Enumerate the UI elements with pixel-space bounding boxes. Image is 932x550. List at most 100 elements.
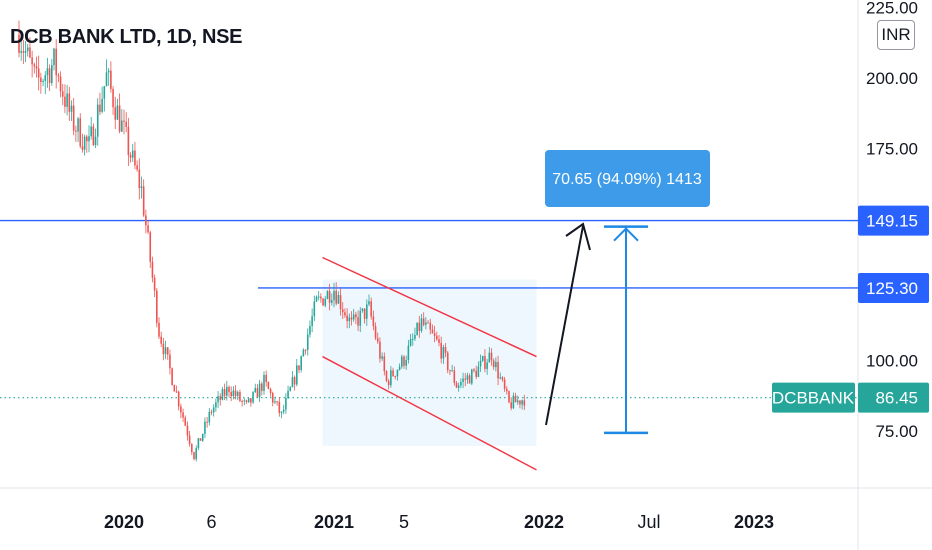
candle-body <box>77 118 79 132</box>
candle-body <box>516 400 519 403</box>
candle-body <box>510 402 512 409</box>
candle <box>289 386 292 392</box>
candle-body <box>396 369 399 377</box>
candle <box>177 390 180 411</box>
candle-body <box>521 400 523 405</box>
candle <box>230 386 232 402</box>
candle-body <box>473 369 475 371</box>
candle-body <box>280 411 283 413</box>
candle-body <box>53 48 55 66</box>
candle <box>335 282 337 306</box>
price-badge-bg <box>858 272 929 303</box>
candle-body <box>247 398 250 403</box>
candle-body <box>490 352 493 361</box>
candle-body <box>88 136 90 142</box>
candle <box>499 372 502 380</box>
candle <box>506 386 508 395</box>
candle-body <box>484 356 486 369</box>
candle <box>300 355 302 373</box>
candle-body <box>425 322 427 325</box>
candle <box>372 310 375 331</box>
candle <box>223 383 226 401</box>
y-tick-label: 225.00 <box>866 0 918 17</box>
candle <box>398 363 401 371</box>
candle-body <box>407 345 410 360</box>
candle <box>422 312 425 327</box>
candle-body <box>230 392 232 397</box>
candle-body <box>348 317 351 322</box>
candle <box>131 143 134 162</box>
candle-body <box>112 88 114 108</box>
candle <box>274 396 276 404</box>
candle-body <box>523 400 526 406</box>
candle <box>263 371 265 395</box>
candle-body <box>350 317 353 320</box>
candle-body <box>166 347 169 355</box>
candle-body <box>433 333 436 336</box>
candle-body <box>68 93 71 112</box>
candle <box>267 381 270 390</box>
candle <box>234 385 237 400</box>
candle <box>337 291 340 304</box>
candle-body <box>243 400 246 402</box>
currency-badge[interactable]: INR <box>877 20 915 50</box>
candle <box>215 398 217 412</box>
candle-body <box>311 316 313 327</box>
candle-body <box>495 361 497 368</box>
candle <box>278 397 281 417</box>
candle <box>411 333 414 346</box>
candle-body <box>162 343 165 355</box>
candle <box>96 98 99 146</box>
candle <box>57 72 60 83</box>
candle <box>313 295 316 322</box>
candle <box>414 327 416 342</box>
candle-body <box>331 300 333 303</box>
candle-body <box>206 421 208 423</box>
candle-body <box>215 402 217 408</box>
candle <box>197 437 200 451</box>
candle <box>473 367 475 373</box>
candle-body <box>464 378 467 380</box>
candle-body <box>223 389 226 396</box>
candle-body <box>289 387 292 391</box>
candle-body <box>42 80 44 83</box>
candle-body <box>370 301 372 317</box>
candle-body <box>512 395 515 409</box>
candle-body <box>346 315 348 322</box>
candle-body <box>31 57 33 65</box>
candle <box>134 141 136 170</box>
candle <box>239 389 241 403</box>
channel-fill <box>322 279 537 446</box>
candle-body <box>188 435 191 445</box>
candle <box>188 430 191 447</box>
candle-body <box>210 411 213 413</box>
candle-body <box>414 334 416 339</box>
candle <box>416 322 418 336</box>
candle <box>348 313 351 329</box>
candle <box>127 117 130 166</box>
candle <box>219 393 222 406</box>
candle <box>40 72 42 94</box>
candle-body <box>355 314 357 318</box>
candle <box>271 391 274 407</box>
measure-label-text: 70.65 (94.09%) 1413 <box>552 171 702 188</box>
candle <box>368 294 370 307</box>
candle-body <box>479 360 482 367</box>
candle <box>462 372 464 389</box>
candle-body <box>341 309 344 313</box>
candle <box>254 383 257 394</box>
x-tick-label: 6 <box>206 512 216 532</box>
candle-body <box>86 136 88 142</box>
candle-body <box>514 395 517 403</box>
candle <box>258 379 261 403</box>
candle <box>392 367 394 377</box>
x-tick-label: 2022 <box>524 512 564 532</box>
candle-body <box>234 390 237 396</box>
candle <box>64 84 66 114</box>
candle-body <box>199 438 202 441</box>
candle-body <box>315 296 318 302</box>
candle-body <box>61 91 64 97</box>
candle-body <box>180 406 182 413</box>
candle-body <box>298 365 300 371</box>
